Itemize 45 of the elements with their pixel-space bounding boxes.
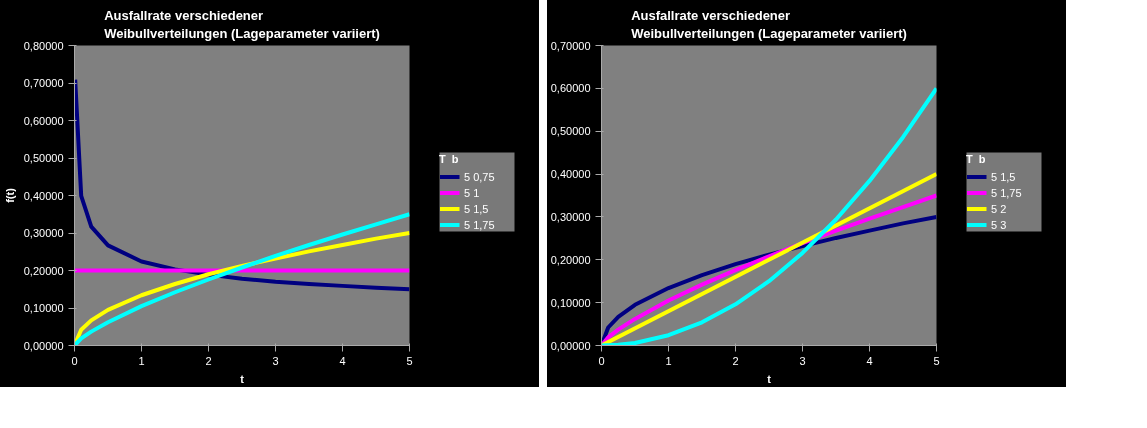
x-tick-label: 2 xyxy=(732,354,739,367)
legend-label: 5 3 xyxy=(991,217,1008,231)
y-tick-label: 0,20000 xyxy=(23,264,64,277)
x-tick-label: 4 xyxy=(866,354,873,367)
x-tick-label: 0 xyxy=(71,354,78,367)
y-tick-label: 0,80000 xyxy=(23,39,64,52)
x-tick-label: 1 xyxy=(138,354,145,367)
x-tick-label: 5 xyxy=(406,354,413,367)
y-tick-label: 0,00000 xyxy=(550,339,591,352)
y-tick-label: 0,20000 xyxy=(550,253,591,266)
y-tick-label: 0,60000 xyxy=(23,114,64,127)
y-tick-label: 0,30000 xyxy=(550,210,591,223)
legend-label: 5 1,5 xyxy=(991,169,1017,183)
y-tick-label: 0,50000 xyxy=(23,152,64,164)
chart-title: Ausfallrate verschiedener Weibullverteilungen (Lageparameter variiert) xyxy=(104,7,380,41)
chart-title: Ausfallrate verschiedener Weibullverteilungen (Lageparameter variiert) xyxy=(631,7,907,41)
y-tick-label: 0,10000 xyxy=(23,302,64,314)
y-axis-title: f(t) xyxy=(3,187,16,203)
legend-label: 5 2 xyxy=(991,201,1008,215)
x-tick-label: 3 xyxy=(272,354,279,367)
y-tick-label: 0,70000 xyxy=(550,39,591,52)
legend-label: 5 1 xyxy=(464,185,481,199)
y-tick-label: 0,30000 xyxy=(23,227,64,239)
y-tick-label: 0,40000 xyxy=(550,168,591,181)
x-axis-title: t xyxy=(767,372,772,385)
x-tick-label: 0 xyxy=(598,354,605,367)
legend-label: 5 1,75 xyxy=(464,217,496,231)
x-tick-label: 5 xyxy=(933,354,940,367)
legend-title: T b xyxy=(439,152,460,164)
y-tick-label: 0,70000 xyxy=(23,77,64,89)
y-tick-label: 0,10000 xyxy=(550,296,591,309)
y-tick-label: 0,50000 xyxy=(550,125,591,138)
x-tick-label: 1 xyxy=(665,354,672,367)
y-tick-label: 0,40000 xyxy=(23,189,64,202)
legend-label: 5 1,75 xyxy=(991,185,1023,199)
x-axis-title: t xyxy=(240,372,245,385)
y-tick-label: 0,60000 xyxy=(550,82,591,95)
x-tick-label: 4 xyxy=(339,354,346,367)
y-tick-label: 0,00000 xyxy=(23,339,64,352)
x-tick-label: 2 xyxy=(205,354,212,367)
x-tick-label: 3 xyxy=(799,354,806,367)
legend-title: T b xyxy=(966,152,987,164)
legend-label: 5 0,75 xyxy=(464,169,496,183)
legend-label: 5 1,5 xyxy=(464,201,490,215)
line-series xyxy=(74,77,410,292)
